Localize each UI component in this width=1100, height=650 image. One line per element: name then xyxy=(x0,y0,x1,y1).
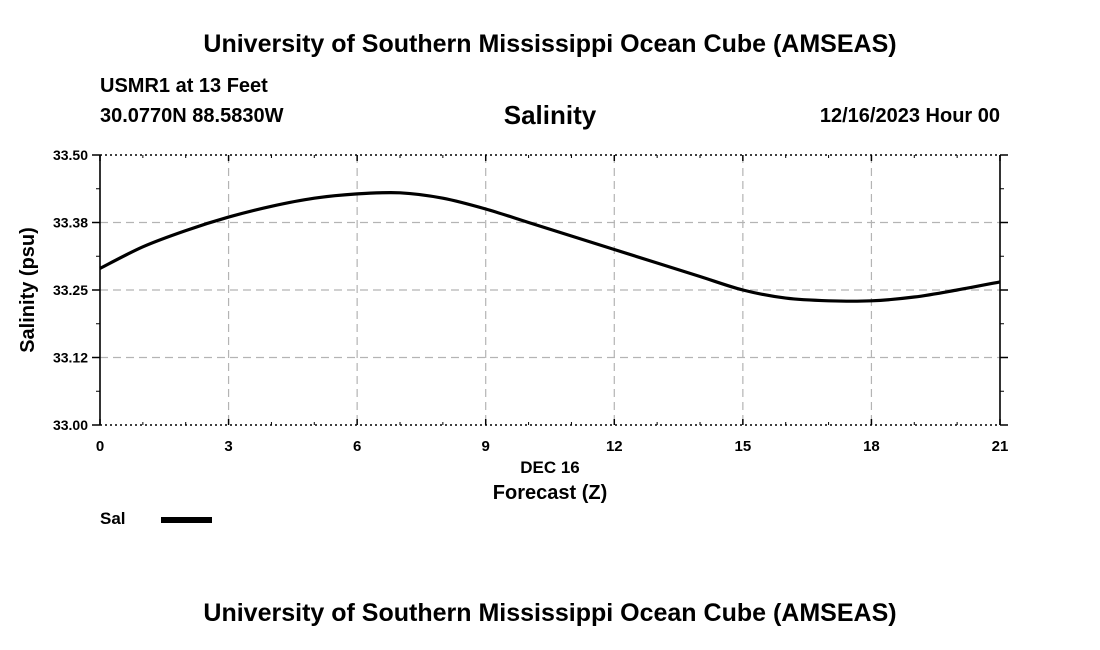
x-tick-label: 21 xyxy=(992,438,1009,455)
x-date-label: DEC 16 xyxy=(520,458,580,477)
y-axis-label: Salinity (psu) xyxy=(17,227,39,353)
x-axis-label: Forecast (Z) xyxy=(492,482,608,504)
y-tick-label: 33.25 xyxy=(53,282,88,298)
x-tick-label: 18 xyxy=(863,438,880,455)
coordinates-label: 30.0770N 88.5830W xyxy=(100,105,284,127)
x-tick-label: 15 xyxy=(735,438,752,455)
y-tick-label: 33.00 xyxy=(53,417,88,433)
x-tick-label: 6 xyxy=(353,438,361,455)
y-tick-label: 33.50 xyxy=(53,147,88,163)
legend-line-swatch xyxy=(161,517,212,523)
y-tick-label: 33.38 xyxy=(53,215,88,231)
series-line-sal xyxy=(99,190,1001,303)
footer-title: University of Southern Mississippi Ocean… xyxy=(203,599,897,627)
x-tick-label: 3 xyxy=(224,438,232,455)
y-tick-label: 33.12 xyxy=(53,350,88,366)
chart-title: Salinity xyxy=(503,100,597,130)
page-title: University of Southern Mississippi Ocean… xyxy=(203,30,897,58)
forecast-datetime: 12/16/2023 Hour 00 xyxy=(819,105,1000,127)
x-tick-label: 12 xyxy=(606,438,623,455)
x-tick-label: 0 xyxy=(96,438,104,455)
legend-label: Sal xyxy=(100,509,126,528)
x-tick-label: 9 xyxy=(482,438,490,455)
station-label: USMR1 at 13 Feet xyxy=(100,75,268,97)
